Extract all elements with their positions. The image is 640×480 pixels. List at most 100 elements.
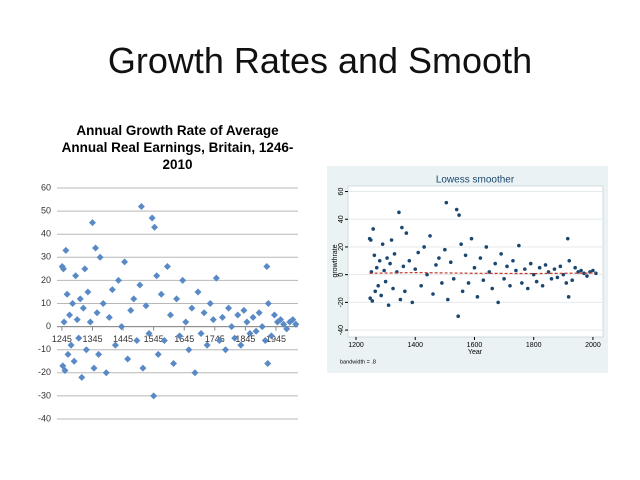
note: bandwidth = .8 [340, 359, 376, 365]
point [151, 223, 159, 231]
chart-title: Lowess smoother [436, 175, 515, 186]
point [368, 296, 373, 301]
point [182, 318, 190, 326]
x-tick-label: 1345 [82, 334, 102, 344]
point [534, 279, 539, 284]
point [280, 320, 288, 328]
point [145, 330, 153, 338]
point [130, 295, 138, 303]
x-tick-label: 1945 [266, 334, 286, 344]
point [564, 281, 569, 285]
point [531, 272, 536, 277]
point [456, 314, 460, 319]
point [215, 336, 223, 344]
point [466, 281, 471, 285]
point [90, 364, 98, 372]
x-tick-label: 1445 [113, 334, 133, 344]
chart-title: Annual Growth Rate of Average Annual Rea… [61, 123, 294, 172]
point [194, 288, 202, 296]
point [93, 309, 101, 317]
point [490, 286, 495, 291]
point [63, 290, 71, 298]
point [434, 263, 438, 267]
point [549, 277, 554, 281]
point [377, 259, 382, 263]
point [73, 316, 81, 324]
point [388, 261, 392, 266]
y-tick-label: 40 [338, 215, 345, 223]
x-tick-label: 1745 [205, 334, 225, 344]
point [478, 256, 483, 260]
point [267, 332, 275, 340]
point [540, 283, 545, 288]
point [66, 311, 74, 319]
point [231, 334, 239, 342]
point [142, 302, 150, 310]
y-tick-label: 60 [41, 182, 51, 192]
point [537, 265, 542, 270]
point [59, 265, 67, 273]
point [565, 236, 570, 241]
point [579, 268, 583, 273]
y-tick-label: -20 [338, 297, 345, 307]
y-tick-label: 0 [338, 273, 345, 277]
point [481, 278, 486, 283]
point [448, 260, 453, 264]
point [179, 276, 187, 284]
point [108, 286, 116, 294]
point [58, 263, 66, 271]
point [86, 318, 94, 326]
point [369, 238, 373, 242]
x-tick-label: 1800 [526, 342, 542, 349]
point [386, 303, 391, 307]
y-tick-label: 20 [338, 243, 345, 251]
point [582, 271, 586, 276]
point [218, 313, 226, 321]
point [234, 311, 242, 319]
point [459, 242, 463, 246]
point [78, 373, 86, 381]
point [380, 242, 385, 246]
point [374, 265, 379, 270]
point [84, 288, 92, 296]
point [475, 295, 480, 299]
point [72, 272, 80, 280]
point [261, 336, 269, 344]
point [153, 272, 161, 280]
point [197, 330, 205, 338]
point [70, 357, 78, 365]
point [264, 360, 272, 368]
y-axis-label: growthrate [332, 244, 339, 277]
point [484, 245, 489, 249]
point [64, 350, 72, 358]
point [401, 264, 406, 269]
point [82, 346, 90, 354]
point [255, 309, 263, 317]
x-tick-label: 1400 [407, 342, 423, 349]
point [505, 264, 509, 269]
point [520, 281, 524, 285]
point [124, 355, 132, 363]
point [292, 320, 300, 328]
point [391, 286, 395, 291]
y-tick-label: -10 [38, 344, 51, 354]
point [228, 323, 236, 331]
point [546, 270, 551, 274]
point [127, 306, 135, 314]
point [443, 247, 447, 252]
point [118, 323, 126, 331]
y-tick-label: 10 [41, 298, 51, 308]
y-tick-label: 20 [41, 275, 51, 285]
point [566, 295, 571, 299]
point [558, 264, 563, 269]
point [277, 316, 285, 324]
point [246, 330, 254, 338]
y-tick-label: -40 [338, 325, 345, 335]
point [105, 313, 113, 321]
point [136, 281, 144, 289]
point [154, 350, 162, 358]
point [69, 300, 77, 307]
x-tick-label: 1200 [348, 342, 364, 349]
point [508, 283, 512, 288]
